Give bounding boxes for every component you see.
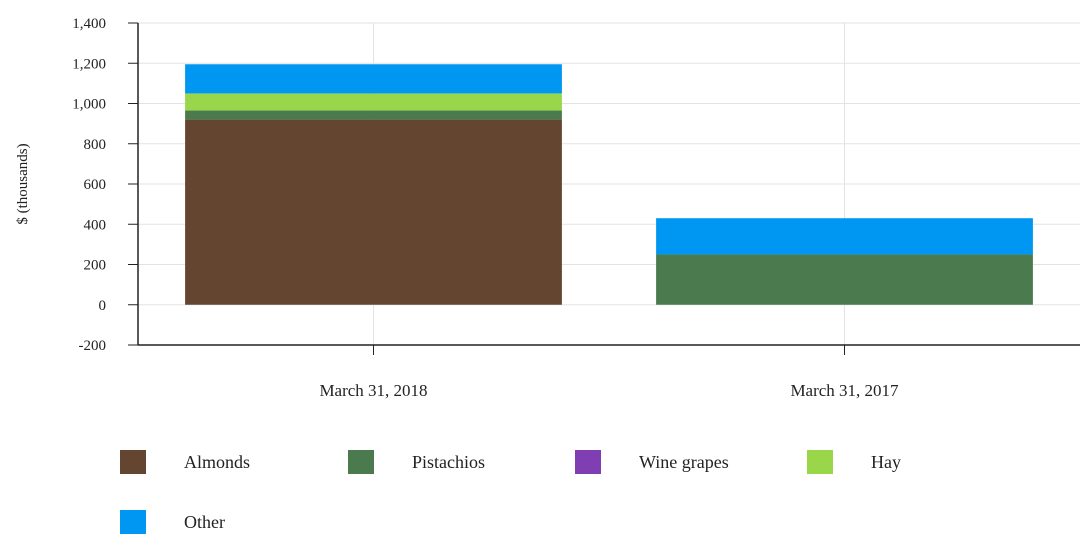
legend-swatch xyxy=(120,510,146,534)
legend-label: Pistachios xyxy=(412,451,486,472)
legend-label: Other xyxy=(184,511,225,532)
axes: -200 0 200 400 600 800 1,000 1,200 1,400 March 31… xyxy=(72,16,1080,400)
legend-swatch xyxy=(120,450,146,474)
y-axis-title: $ (thousands) xyxy=(15,143,31,224)
y-tick-label: 1,200 xyxy=(72,56,106,72)
bars xyxy=(185,64,1033,305)
legend-item-wine-grapes: Wine grapes xyxy=(575,450,729,474)
legend-label: Hay xyxy=(871,451,901,472)
y-tick-label: 800 xyxy=(84,137,107,153)
legend-label: Almonds xyxy=(184,451,251,472)
legend-swatch xyxy=(575,450,601,474)
bar-segment-pistachios xyxy=(185,110,562,120)
bar-segment-almonds xyxy=(185,119,562,305)
legend-item-almonds: Almonds xyxy=(120,450,250,474)
y-tick-label: 400 xyxy=(84,217,107,233)
legend-swatch xyxy=(807,450,833,474)
x-tick-label: March 31, 2018 xyxy=(319,381,427,400)
bar-segment-hay xyxy=(185,93,562,111)
y-tick-label: 1,400 xyxy=(72,16,106,32)
legend-item-other: Other xyxy=(120,510,225,534)
x-tick-label: March 31, 2017 xyxy=(790,381,899,400)
bar-segment-other xyxy=(656,218,1033,255)
legend-item-hay: Hay xyxy=(807,450,901,474)
bar-segment-other xyxy=(185,64,562,94)
y-tick-label: 200 xyxy=(84,258,107,274)
stacked-bar-chart: -200 0 200 400 600 800 1,000 1,200 1,400 March 31… xyxy=(15,16,1080,400)
legend-swatch xyxy=(348,450,374,474)
y-tick-label: 600 xyxy=(84,177,107,193)
bar-segment-pistachios xyxy=(656,254,1033,305)
legend-label: Wine grapes xyxy=(639,451,729,472)
y-tick-label: -200 xyxy=(79,338,107,354)
y-tick-label: 1,000 xyxy=(72,97,106,113)
legend-item-pistachios: Pistachios xyxy=(348,450,485,474)
y-tick-label: 0 xyxy=(99,298,107,314)
